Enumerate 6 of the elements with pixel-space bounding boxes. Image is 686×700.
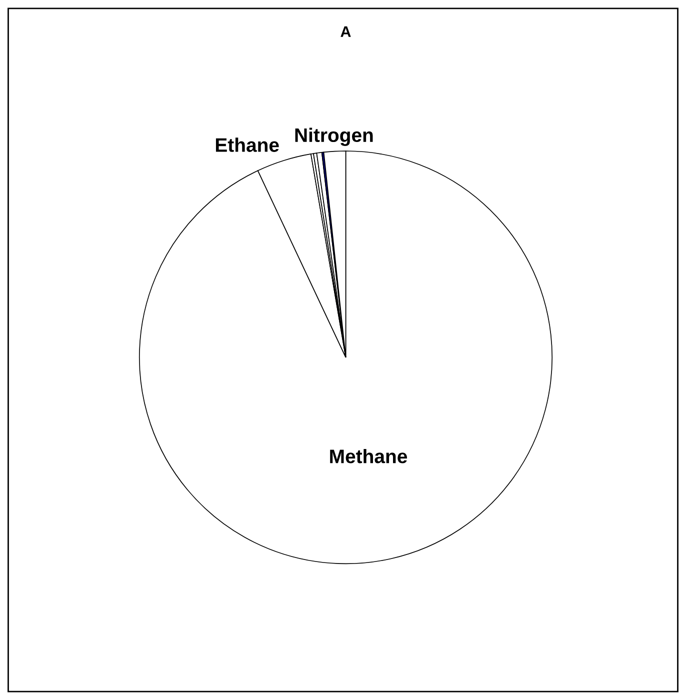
slice-label: Methane [330,448,408,464]
slice-label: Ethane [216,138,279,152]
chart-title: A [340,26,351,37]
pie-slice [257,154,346,358]
pie-slice [138,150,552,564]
slice-label: Nitrogen [295,128,373,146]
